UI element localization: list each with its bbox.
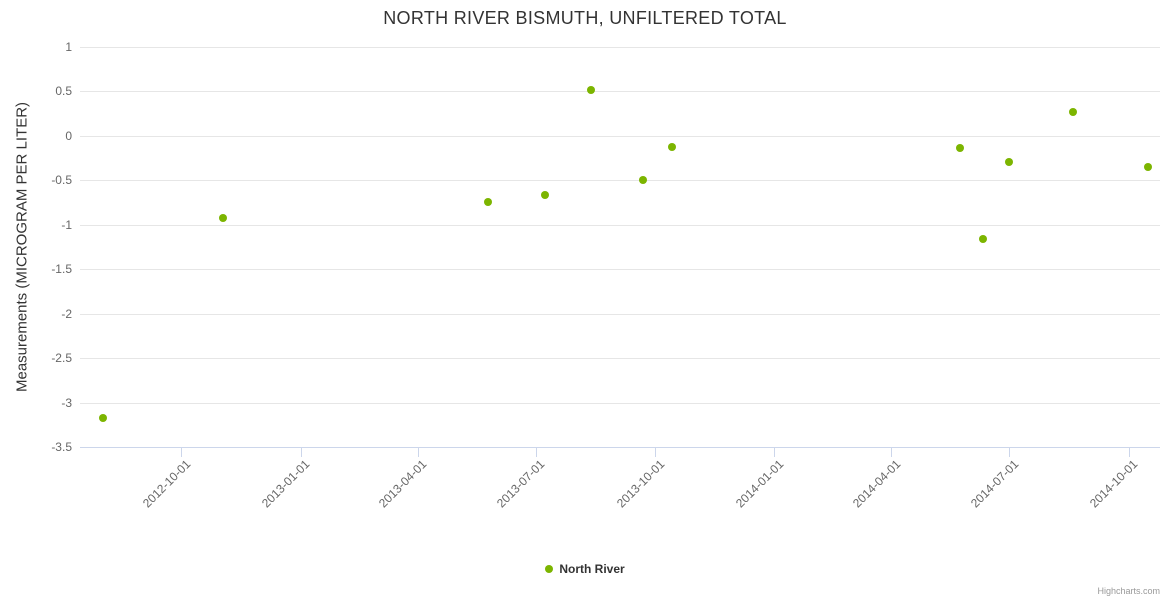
- legend-marker-icon: [545, 565, 554, 573]
- x-axis-tick-label: 2014-10-01: [1087, 457, 1141, 511]
- x-axis-tick-mark: [181, 447, 183, 457]
- data-point[interactable]: [483, 197, 492, 206]
- gridline: [80, 313, 1160, 315]
- legend-label: North River: [559, 562, 625, 576]
- x-axis-tick-label: 2014-07-01: [968, 457, 1022, 511]
- chart-title: NORTH RIVER BISMUTH, UNFILTERED TOTAL: [383, 8, 787, 28]
- data-point[interactable]: [639, 176, 648, 185]
- gridline: [80, 47, 1160, 48]
- y-axis-title: Measurements (MICROGRAM PER LITER): [13, 101, 31, 393]
- y-axis-tick-label: -1.5: [51, 262, 72, 277]
- y-axis-tick-label: 1: [65, 40, 72, 54]
- y-axis-tick-label: -2.5: [51, 351, 72, 366]
- x-axis-tick-label: 2013-07-01: [494, 457, 548, 511]
- x-axis-tick-mark: [1128, 447, 1130, 457]
- x-axis-tick-label: 2013-04-01: [376, 457, 430, 511]
- data-point[interactable]: [99, 413, 108, 422]
- y-axis-tick-label: -2: [61, 306, 72, 321]
- x-axis-tick-mark: [300, 447, 302, 457]
- data-point[interactable]: [979, 235, 988, 243]
- gridline: [80, 135, 1160, 137]
- x-axis-line: [80, 447, 1160, 448]
- gridline: [80, 269, 1160, 271]
- x-axis-tick-mark: [1009, 447, 1011, 457]
- gridline: [80, 180, 1160, 182]
- data-point[interactable]: [587, 85, 596, 94]
- data-point[interactable]: [1069, 107, 1078, 116]
- x-axis-tick-label: 2013-01-01: [259, 457, 313, 511]
- legend: North River: [0, 562, 1170, 576]
- x-axis-tick-mark: [774, 447, 776, 457]
- data-point[interactable]: [1005, 157, 1014, 166]
- x-axis-tick-label: 2014-04-01: [849, 457, 904, 511]
- y-axis-tick-label: -1: [61, 217, 72, 232]
- y-axis-tick-label: 0: [65, 128, 72, 143]
- credits-link[interactable]: Highcharts.com: [1097, 586, 1160, 596]
- x-axis-tick-label: 2014-01-01: [733, 457, 787, 511]
- data-point[interactable]: [540, 191, 549, 200]
- x-axis-tick-label: 2012-10-01: [139, 457, 194, 511]
- gridline: [80, 224, 1160, 226]
- gridline: [80, 358, 1160, 360]
- data-point[interactable]: [667, 143, 676, 152]
- y-axis-tick-label: -3: [61, 395, 72, 410]
- gridline: [80, 402, 1160, 404]
- x-axis-tick-mark: [655, 447, 657, 457]
- data-point[interactable]: [218, 213, 227, 222]
- x-axis-tick-label: 2013-10-01: [613, 457, 667, 511]
- legend-item-north-river[interactable]: North River: [545, 562, 625, 576]
- data-point[interactable]: [956, 144, 965, 153]
- data-point[interactable]: [1144, 163, 1153, 171]
- y-axis-tick-label: -3.5: [51, 440, 72, 454]
- x-axis-tick-mark: [891, 447, 893, 457]
- y-axis-tick-label: -0.5: [51, 173, 72, 188]
- gridline: [80, 91, 1160, 93]
- y-axis-tick-label: 0.5: [55, 84, 72, 99]
- x-axis-tick-mark: [417, 447, 419, 457]
- x-axis-tick-mark: [535, 447, 537, 457]
